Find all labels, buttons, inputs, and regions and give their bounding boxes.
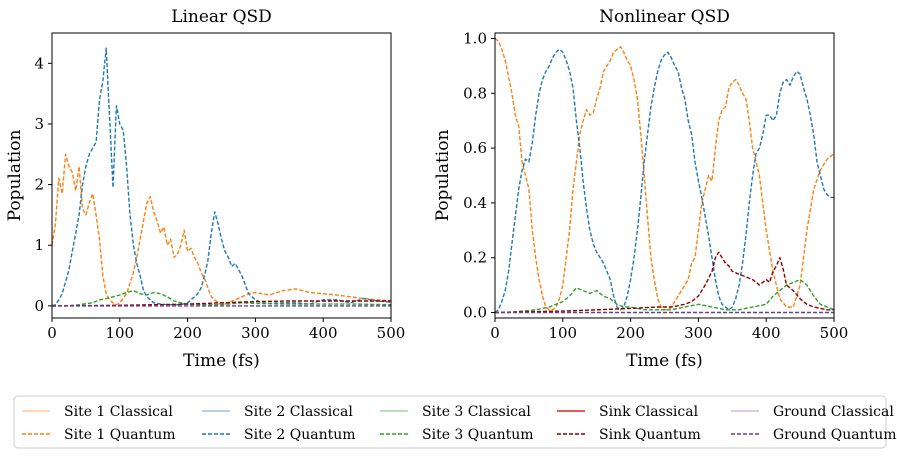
legend-label: Site 3 Quantum xyxy=(422,427,534,443)
series-line-site-2-quantum xyxy=(52,47,391,307)
y-tick-label: 3 xyxy=(34,115,44,133)
legend-item-ground-quantum: Ground Quantum xyxy=(731,427,897,443)
legend-item-site-2-quantum: Site 2 Quantum xyxy=(202,427,356,443)
legend-label: Site 3 Classical xyxy=(422,404,531,420)
x-axis-label: Time (fs) xyxy=(183,351,260,371)
series-line-site-3-quantum xyxy=(52,290,391,307)
y-tick-label: 0.2 xyxy=(463,249,487,267)
x-tick-label: 500 xyxy=(820,324,849,342)
series-group xyxy=(52,47,391,307)
legend-label: Site 2 Quantum xyxy=(244,427,356,443)
x-tick-label: 400 xyxy=(752,324,781,342)
x-tick-label: 100 xyxy=(548,324,577,342)
x-tick-label: 200 xyxy=(616,324,645,342)
chart-title: Nonlinear QSD xyxy=(599,7,730,27)
y-tick-label: 0.0 xyxy=(463,304,487,322)
x-tick-label: 100 xyxy=(105,324,134,342)
linear-qsd-panel: Linear QSD 0 100 200 300 400 500 0 1 2 3 4 Time (fs)… xyxy=(5,7,405,371)
legend-label: Ground Quantum xyxy=(773,427,897,443)
series-line-site-2-quantum xyxy=(495,48,834,314)
legend-item-site-1-classical: Site 1 Classical xyxy=(22,404,173,420)
legend-item-sink-classical: Sink Classical xyxy=(557,404,699,420)
y-tick-label: 0.4 xyxy=(463,194,487,212)
plot-frame xyxy=(51,32,392,319)
series-line-site-3-quantum xyxy=(495,278,834,314)
y-axis-label: Population xyxy=(433,130,453,222)
plot-frame xyxy=(494,32,835,319)
series-line-site-1-quantum xyxy=(52,153,391,306)
chart-title: Linear QSD xyxy=(171,7,272,27)
y-tick-label: 0 xyxy=(34,297,44,315)
x-tick-label: 200 xyxy=(173,324,202,342)
legend-item-site-3-classical: Site 3 Classical xyxy=(380,404,531,420)
legend-label: Sink Quantum xyxy=(599,427,701,443)
legend: Site 1 Classical Site 1 Quantum Site 2 Cla… xyxy=(13,395,897,449)
y-tick-label: 4 xyxy=(34,54,44,72)
legend-box xyxy=(13,395,887,449)
y-tick-label: 2 xyxy=(34,176,44,194)
y-tick-label: 0.8 xyxy=(463,84,487,102)
x-tick-label: 500 xyxy=(377,324,406,342)
y-axis-label: Population xyxy=(5,130,25,222)
x-tick-label: 300 xyxy=(684,324,713,342)
x-axis-label: Time (fs) xyxy=(626,351,703,371)
x-tick-label: 400 xyxy=(309,324,338,342)
series-line-site-1-quantum xyxy=(495,37,834,311)
nonlinear-qsd-panel: Nonlinear QSD 0 100 200 300 400 500 0.0 0.2 0.4 0.… xyxy=(433,7,848,371)
y-tick-label: 1.0 xyxy=(463,29,487,47)
legend-item-ground-classical: Ground Classical xyxy=(731,404,894,420)
legend-label: Site 1 Quantum xyxy=(64,427,176,443)
series-group xyxy=(495,37,834,314)
legend-item-site-3-quantum: Site 3 Quantum xyxy=(380,427,534,443)
legend-label: Sink Classical xyxy=(599,404,699,420)
x-tick-label: 0 xyxy=(47,324,57,342)
series-line-sink-quantum xyxy=(495,251,834,314)
legend-item-site-2-classical: Site 2 Classical xyxy=(202,404,353,420)
legend-label: Ground Classical xyxy=(773,404,894,420)
legend-item-site-1-quantum: Site 1 Quantum xyxy=(22,427,176,443)
x-tick-label: 0 xyxy=(490,324,500,342)
y-tick-label: 0.6 xyxy=(463,139,487,157)
legend-label: Site 1 Classical xyxy=(64,404,173,420)
legend-item-sink-quantum: Sink Quantum xyxy=(557,427,701,443)
y-tick-label: 1 xyxy=(34,236,44,254)
x-tick-label: 300 xyxy=(241,324,270,342)
legend-label: Site 2 Classical xyxy=(244,404,353,420)
